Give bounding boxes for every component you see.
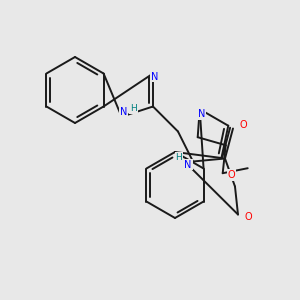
Text: H: H (176, 153, 182, 162)
Text: O: O (239, 119, 247, 130)
Text: N: N (184, 160, 192, 170)
Text: N: N (120, 107, 127, 117)
Text: O: O (244, 212, 252, 223)
Text: N: N (151, 71, 159, 82)
Text: H: H (130, 104, 137, 113)
Text: O: O (228, 170, 236, 180)
Text: N: N (198, 109, 206, 119)
